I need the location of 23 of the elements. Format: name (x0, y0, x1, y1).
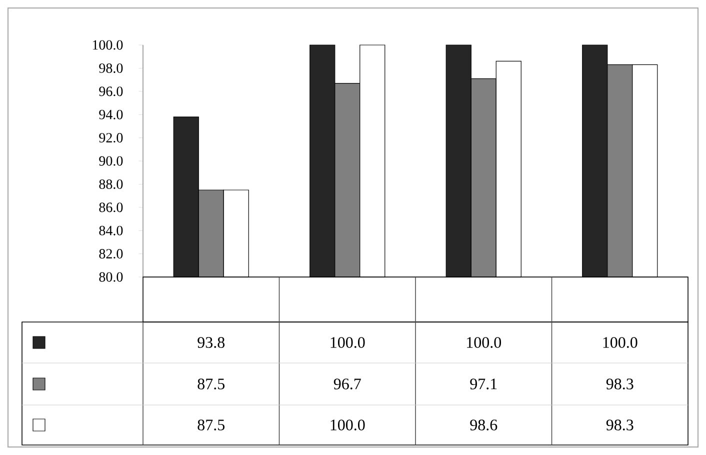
y-tick-label: 86.0 (99, 202, 123, 212)
y-tick-label: 94.0 (99, 110, 123, 120)
data-label: 87.5 (198, 420, 224, 430)
y-tick-label: 92.0 (99, 133, 123, 143)
y-tick-label: 100.0 (92, 40, 123, 50)
data-label: 100.0 (330, 337, 365, 348)
y-tick-label: 98.0 (99, 63, 123, 73)
data-label: 96.7 (334, 378, 361, 390)
data-label: 100.0 (330, 420, 365, 430)
data-label: 87.5 (198, 378, 224, 390)
y-tick-label: 80.0 (99, 272, 123, 282)
data-label: 100.0 (467, 337, 502, 348)
y-tick-label: 96.0 (99, 86, 123, 96)
y-tick-label: 90.0 (99, 156, 123, 166)
data-label: 100.0 (603, 337, 638, 348)
y-tick-label: 82.0 (99, 249, 123, 259)
data-label: 98.6 (470, 420, 498, 430)
data-label: 98.3 (606, 420, 634, 430)
y-tick-label: 88.0 (99, 179, 123, 189)
data-label: 93.8 (198, 337, 225, 348)
data-label: 97.1 (470, 378, 497, 390)
data-label: 98.3 (606, 378, 634, 390)
y-tick-label: 84.0 (99, 226, 123, 236)
